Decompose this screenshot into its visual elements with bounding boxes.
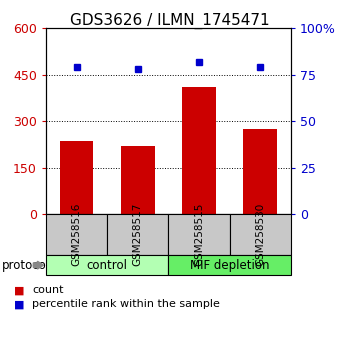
Bar (182, 87, 216, 214)
Text: ■: ■ (14, 299, 24, 309)
Text: GSM258516: GSM258516 (71, 203, 82, 266)
Text: GSM258515: GSM258515 (194, 203, 204, 266)
Bar (60, 141, 93, 214)
Text: control: control (87, 259, 128, 272)
Text: ■: ■ (14, 285, 24, 295)
Text: MIF depletion: MIF depletion (190, 259, 269, 272)
Bar (121, 146, 154, 214)
Text: count: count (32, 285, 64, 295)
Text: percentile rank within the sample: percentile rank within the sample (32, 299, 220, 309)
Text: GDS3626 / ILMN_1745471: GDS3626 / ILMN_1745471 (70, 12, 270, 29)
Text: protocol: protocol (2, 259, 50, 272)
Bar (243, 129, 277, 214)
Text: GSM258530: GSM258530 (255, 203, 265, 266)
Text: GSM258517: GSM258517 (133, 203, 143, 266)
